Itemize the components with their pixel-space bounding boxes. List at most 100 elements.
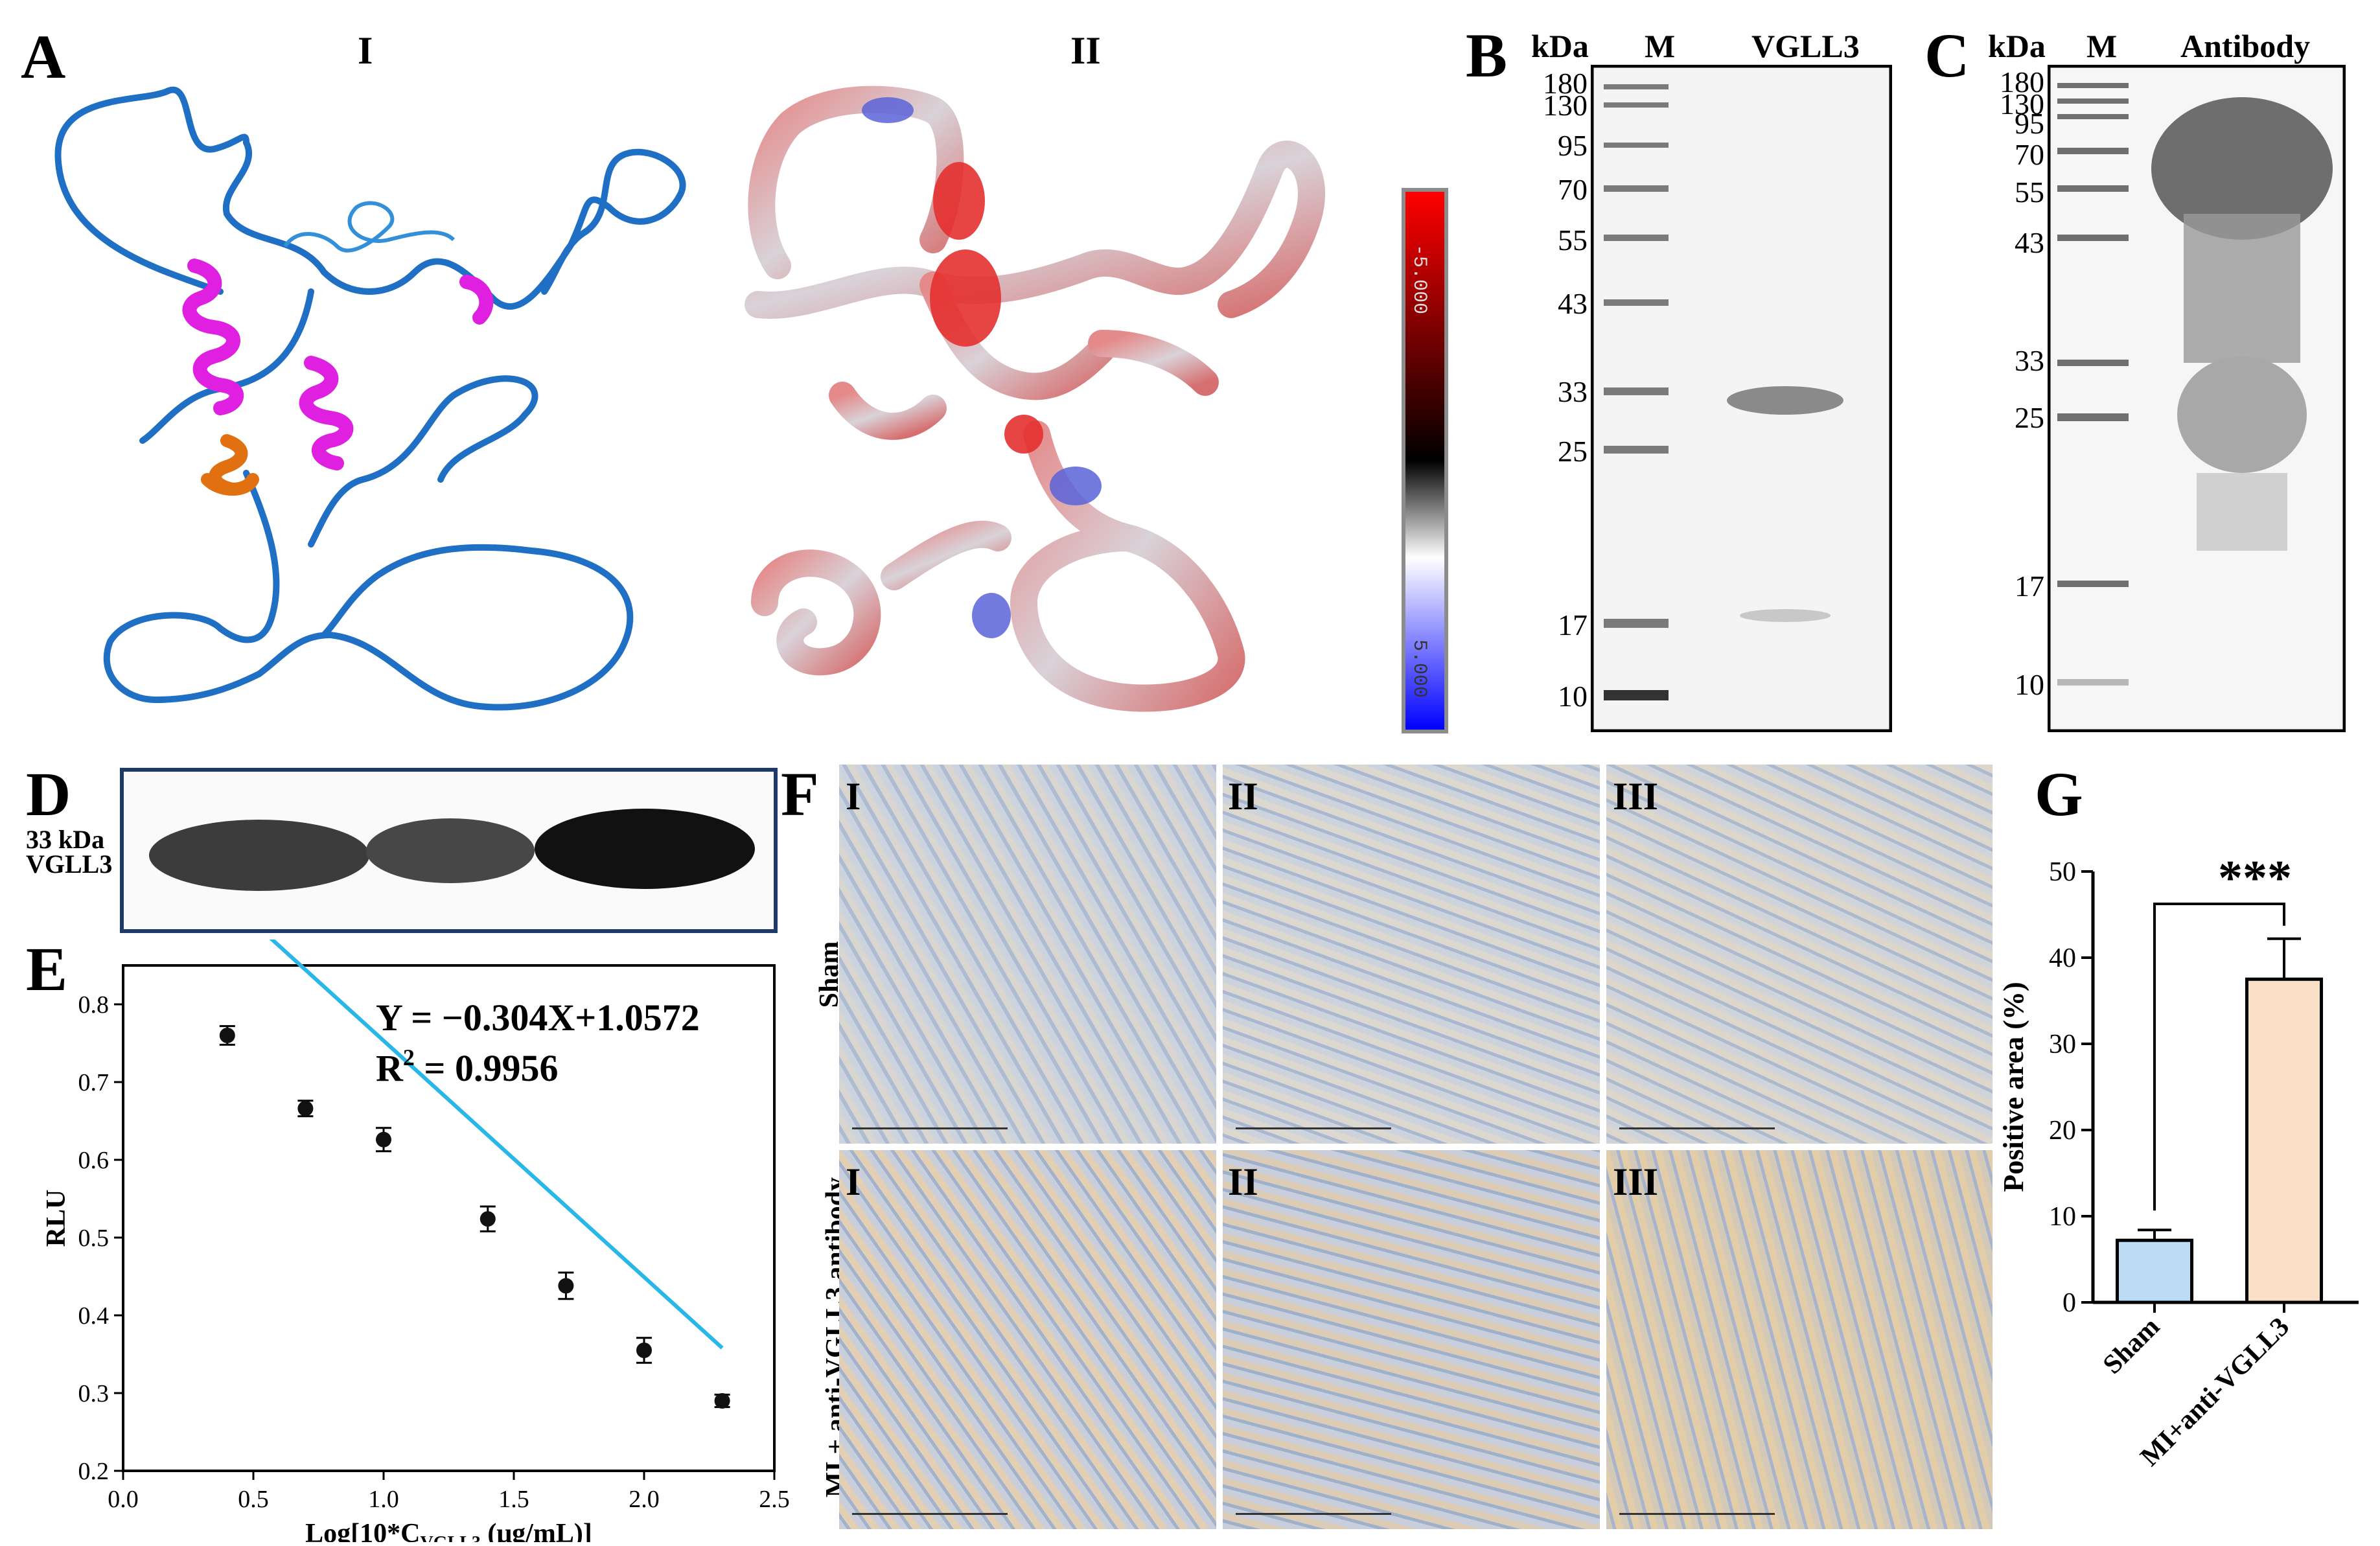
- marker-c-180: 180: [2000, 65, 2044, 98]
- electrostatic-surface: [745, 86, 1325, 712]
- data-point: [558, 1278, 574, 1294]
- western-band-name: VGLL3: [26, 849, 113, 879]
- marker-b-17: 17: [1558, 608, 1588, 641]
- marker-c-70: 70: [2015, 138, 2044, 171]
- marker-b-43: 43: [1558, 287, 1588, 320]
- panel-label-a: A: [21, 22, 66, 91]
- y-tick-label: 0.8: [78, 991, 110, 1019]
- plot-frame: [122, 964, 776, 1472]
- y-tick-label: 0.2: [78, 1458, 110, 1485]
- ihc-mi-iii: [1606, 1150, 1993, 1529]
- marker-b-10: 10: [1558, 680, 1588, 713]
- data-point: [219, 1028, 235, 1043]
- western-blot: [120, 768, 778, 933]
- y-axis-label: Positive area (%): [1998, 982, 2029, 1192]
- marker-b-130: 130: [1543, 89, 1588, 122]
- scale-bar: [852, 1127, 1008, 1129]
- marker-b-25: 25: [1558, 435, 1588, 468]
- panel-a-sublabel-ii: II: [1070, 29, 1101, 72]
- ihc-col-label-3: III: [1613, 775, 1659, 818]
- panel-b-marker-list: 180 130 95 70 55 43 33 25 17 10: [1529, 65, 1588, 732]
- scale-bar: [1619, 1127, 1775, 1129]
- marker-c-25: 25: [2015, 401, 2044, 434]
- panel-b-unit: kDa: [1531, 28, 1589, 64]
- panel-c-marker-list: 180 130 95 70 55 43 33 25 17 10: [1983, 65, 2044, 732]
- fit-line: [269, 940, 724, 1350]
- x-tick-label: 0.5: [238, 1486, 269, 1513]
- potential-color-scale: [1402, 188, 1448, 733]
- scale-bar: [1236, 1127, 1391, 1129]
- marker-b-95: 95: [1558, 129, 1588, 162]
- ihc-mi-i: [839, 1150, 1216, 1529]
- marker-c-130: 130: [2000, 87, 2044, 121]
- y-tick-label: 0.6: [78, 1147, 110, 1174]
- bar: [2116, 1238, 2193, 1304]
- chart-e-r2: R2 = 0.9956: [376, 1044, 558, 1089]
- bar: [2245, 977, 2323, 1304]
- panel-c-lane-sample: Antibody: [2180, 28, 2311, 64]
- x-tick-label: 1.0: [368, 1486, 399, 1513]
- panel-label-g: G: [2035, 759, 2083, 829]
- y-tick-label: 0.3: [78, 1380, 110, 1407]
- panel-b-lane-sample: VGLL3: [1751, 28, 1860, 64]
- x-tick-label: 0.0: [108, 1486, 139, 1513]
- data-point: [479, 1211, 496, 1227]
- scale-min-label: -5.000: [1408, 244, 1430, 315]
- ihc-col-label-3b: III: [1613, 1160, 1659, 1203]
- panel-c-lane-marker: M: [2086, 28, 2118, 64]
- x-tick-label: 2.5: [759, 1486, 790, 1513]
- scale-bar: [852, 1513, 1008, 1515]
- y-tick-label: 0.7: [78, 1069, 110, 1096]
- ihc-mi-ii: [1223, 1150, 1600, 1529]
- x-axis-label: Log[10*CVGLL3 (μg/mL)]: [305, 1519, 592, 1542]
- calibration-chart: 0.0 0.5 1.0 1.5 2.0 2.5 0.2 0.3 0.4 0.5 0.6 0.7 0.8 R…: [41, 940, 790, 1542]
- marker-c-43: 43: [2015, 226, 2044, 259]
- data-point: [297, 1100, 314, 1116]
- marker-c-55: 55: [2015, 176, 2044, 209]
- scale-bar: [1619, 1513, 1775, 1515]
- y-axis-label: RLU: [41, 1190, 71, 1247]
- marker-c-10: 10: [2015, 668, 2044, 701]
- marker-c-33: 33: [2015, 344, 2044, 377]
- x-tick-label: 2.0: [629, 1486, 660, 1513]
- panel-label-d: D: [26, 759, 71, 829]
- panel-label-e: E: [26, 934, 68, 1004]
- data-point: [636, 1343, 652, 1358]
- data-point: [376, 1131, 391, 1148]
- ihc-col-label-1: I: [846, 775, 861, 818]
- western-band-size: 33 kDa: [26, 825, 105, 854]
- marker-b-55: 55: [1558, 224, 1588, 257]
- panel-c-unit: kDa: [1988, 28, 2046, 64]
- marker-c-17: 17: [2015, 570, 2044, 603]
- y-tick-label: 10: [2049, 1202, 2076, 1232]
- marker-b-180: 180: [1543, 67, 1588, 100]
- panel-label-c: C: [1924, 21, 1970, 90]
- y-tick-label: 20: [2049, 1116, 2076, 1146]
- y-tick-label: 0.4: [78, 1302, 110, 1330]
- scale-bar: [1236, 1513, 1391, 1515]
- ihc-col-label-1b: I: [846, 1160, 861, 1203]
- panel-b-lane-marker: M: [1645, 28, 1676, 64]
- data-point: [714, 1393, 730, 1409]
- ihc-grid: I II III I II III: [839, 765, 1993, 1529]
- ihc-col-label-2b: II: [1228, 1160, 1258, 1203]
- significance-bracket: [2153, 903, 2285, 1211]
- panel-label-f: F: [781, 759, 819, 829]
- y-tick-label: 40: [2049, 943, 2076, 973]
- scale-max-label: 5.000: [1408, 640, 1430, 698]
- ihc-sham-iii: [1606, 765, 1993, 1144]
- y-tick-label: 50: [2049, 857, 2076, 887]
- y-tick-label: 30: [2049, 1030, 2076, 1059]
- ihc-sham-ii: [1223, 765, 1600, 1144]
- gel-b: [1591, 65, 1892, 732]
- y-tick-label: 0.5: [78, 1225, 110, 1252]
- marker-b-70: 70: [1558, 173, 1588, 206]
- ihc-col-label-2: II: [1228, 775, 1258, 818]
- panel-label-b: B: [1466, 21, 1508, 90]
- x-tick-label: Sham: [2097, 1312, 2166, 1380]
- panel-a-sublabel-i: I: [358, 29, 373, 72]
- y-tick-label: 0: [2062, 1288, 2076, 1318]
- gel-c: [2048, 65, 2346, 732]
- significance-stars: ***: [2218, 851, 2292, 905]
